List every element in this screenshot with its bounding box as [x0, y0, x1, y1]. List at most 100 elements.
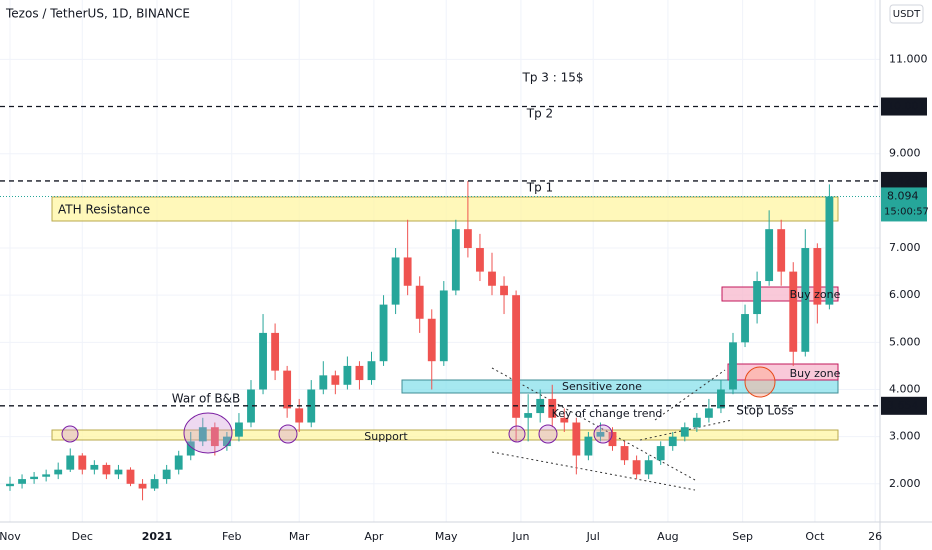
annotation: Tp 1: [526, 181, 553, 195]
annotation: ATH Resistance: [58, 203, 150, 217]
last-price-tag: [881, 187, 927, 222]
candle-body: [692, 417, 701, 428]
candle-body: [235, 422, 243, 437]
candle-body: [512, 295, 521, 418]
x-tick-label: Sep: [732, 530, 753, 543]
candle-body: [222, 436, 231, 447]
annotation: Sensitive zone: [562, 380, 642, 393]
candle-body: [210, 427, 219, 447]
candle-body: [18, 479, 26, 484]
level-label: 10.001: [887, 100, 926, 113]
candle-body: [644, 460, 653, 475]
x-tick-label: Mar: [289, 530, 310, 543]
candle-body: [620, 446, 629, 461]
candle-body: [415, 285, 424, 319]
x-tick-label: Jun: [511, 530, 529, 543]
annotation: Buy zone: [790, 367, 841, 380]
candle-body: [355, 365, 364, 381]
candle-body: [271, 332, 280, 371]
candle-body: [54, 469, 63, 475]
candle-body: [259, 332, 267, 390]
circle-marker: [61, 425, 79, 443]
candle-body: [825, 196, 834, 305]
candle-body: [463, 229, 472, 249]
x-tick-label: May: [435, 530, 458, 543]
candle-body: [596, 431, 605, 437]
trend-line: [491, 367, 696, 481]
candle-body: [186, 441, 195, 456]
y-tick-label: 4.000: [889, 382, 921, 395]
candle-body: [283, 370, 292, 409]
level-label: 8.423: [887, 174, 919, 187]
candle-body: [476, 248, 484, 272]
candle-body: [307, 389, 316, 423]
y-tick-label: 2.000: [889, 477, 921, 490]
candle-body: [608, 431, 617, 447]
candle-body: [66, 455, 75, 470]
candle-body: [295, 408, 304, 423]
axes: 2.000 3.000 4.000 5.000 6.000 7.000 9.000 11.00…: [0, 52, 929, 543]
candle-body: [632, 460, 641, 475]
x-tick-label: Oct: [805, 530, 825, 543]
candle-body: [198, 427, 207, 442]
candle-body: [114, 469, 123, 475]
circle-marker: [593, 424, 613, 444]
candle-body: [343, 365, 352, 385]
candle-body: [247, 389, 255, 423]
candle-body: [391, 257, 400, 305]
x-tick-label: 26: [868, 530, 882, 543]
support-zone: [51, 429, 839, 441]
candle-body: [42, 474, 51, 477]
trend-line: [639, 419, 733, 441]
y-tick-label: 7.000: [889, 241, 921, 254]
countdown-label: 15:00:57: [884, 206, 929, 217]
candle-body: [331, 375, 340, 385]
candle-body: [548, 398, 557, 418]
candles: [6, 181, 834, 501]
y-tick-label: 5.000: [889, 335, 921, 348]
candle-body: [150, 479, 159, 489]
annotation: Tp 3 : 15$: [522, 71, 584, 85]
candle-body: [680, 427, 689, 437]
candle-body: [560, 417, 569, 423]
sensitive-zone: [401, 379, 839, 394]
candle-body: [439, 290, 448, 362]
level-tag: [881, 396, 927, 415]
circle-marker: [183, 412, 233, 454]
stop-circle: [744, 366, 776, 398]
candle-body: [765, 229, 774, 282]
x-tick-label: Aug: [657, 530, 678, 543]
x-tick-label: Apr: [364, 530, 384, 543]
candle-body: [403, 257, 412, 286]
x-tick-label: Jul: [586, 530, 600, 543]
circle-marker: [538, 424, 558, 444]
ath-zone: [51, 196, 839, 222]
annotation: Tp 2: [526, 107, 553, 121]
unit-button[interactable]: [889, 4, 924, 24]
candle-body: [717, 389, 725, 409]
unit-label[interactable]: USDT: [893, 9, 921, 20]
markers: [61, 412, 613, 454]
level-tag: [881, 97, 927, 116]
candle-body: [90, 464, 99, 470]
annotation: Buy zone: [790, 288, 841, 301]
x-tick-label: Nov: [0, 530, 21, 543]
candle-body: [777, 229, 786, 272]
candle-body: [789, 271, 798, 352]
candle-body: [367, 361, 376, 381]
annotation: Stop Loss: [736, 404, 793, 418]
candle-body: [126, 469, 135, 484]
annotation: War of B&B: [172, 392, 240, 406]
candle-body: [6, 483, 14, 487]
chart-title: Tezos / TetherUS, 1D, BINANCE: [5, 7, 190, 21]
x-tick-label: Dec: [72, 530, 93, 543]
annotation: Key of change trend: [552, 407, 663, 420]
annotation: Support: [364, 430, 408, 443]
candle-body: [162, 469, 171, 480]
candle-body: [668, 436, 677, 447]
candle-body: [78, 455, 87, 470]
y-tick-label: 3.000: [889, 430, 921, 443]
candle-body: [427, 318, 436, 362]
